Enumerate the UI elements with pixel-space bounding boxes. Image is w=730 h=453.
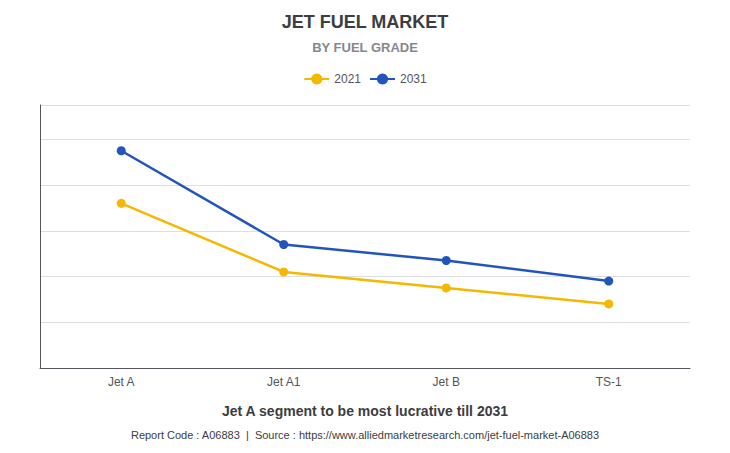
svg-text:JET FUEL MARKET: JET FUEL MARKET	[282, 12, 449, 32]
svg-text:Jet B: Jet B	[433, 375, 460, 389]
svg-text:Jet A1: Jet A1	[267, 375, 301, 389]
svg-text:2021: 2021	[334, 72, 361, 86]
svg-text:Report Code : A06883 | Sourc: Report Code : A06883 | Source : https://…	[131, 429, 599, 441]
svg-text:Jet A segment to be most lucra: Jet A segment to be most lucrative till …	[222, 403, 508, 419]
svg-text:Jet A: Jet A	[108, 375, 135, 389]
svg-text:BY FUEL GRADE: BY FUEL GRADE	[312, 40, 418, 55]
svg-text:TS-1: TS-1	[596, 375, 622, 389]
svg-text:2031: 2031	[400, 72, 427, 86]
